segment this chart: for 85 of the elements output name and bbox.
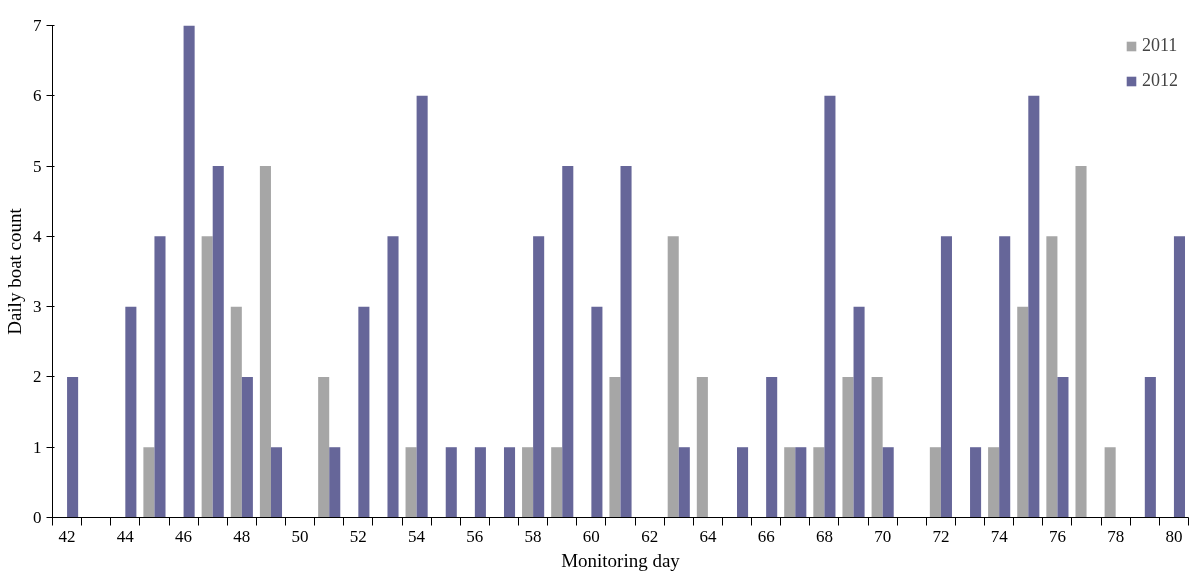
x-tick-label: 54	[408, 526, 426, 546]
bar	[474, 447, 486, 518]
bar	[241, 376, 253, 518]
bar	[318, 376, 330, 518]
bar	[678, 447, 690, 518]
bar	[212, 166, 224, 518]
bar	[154, 236, 166, 518]
bar	[940, 236, 952, 518]
bar	[230, 306, 242, 518]
x-tick-label: 72	[932, 526, 950, 546]
bar	[183, 25, 195, 518]
bar	[795, 447, 807, 518]
x-tick-label: 68	[815, 526, 833, 546]
bar	[259, 166, 271, 518]
bar	[620, 166, 632, 518]
bar	[813, 447, 825, 518]
y-tick-label: 7	[33, 16, 42, 35]
bar	[988, 447, 1000, 518]
bar	[503, 447, 516, 518]
bar	[522, 447, 534, 518]
bar	[970, 447, 982, 518]
bar	[201, 236, 213, 518]
bar	[1144, 376, 1156, 518]
bar	[1075, 166, 1087, 518]
x-tick-label: 64	[699, 526, 717, 546]
bar	[1173, 236, 1185, 518]
x-tick-label: 60	[582, 526, 600, 546]
bar	[551, 447, 563, 518]
bar	[737, 447, 749, 518]
x-tick-label: 66	[757, 526, 775, 546]
legend-label: 2012	[1142, 70, 1178, 91]
x-tick-label: 78	[1107, 526, 1125, 546]
y-tick-label: 1	[33, 437, 42, 457]
bar	[562, 166, 574, 518]
bar	[1046, 236, 1058, 518]
bar	[387, 236, 399, 518]
x-tick-label: 80	[1165, 526, 1183, 546]
x-tick-label: 52	[349, 526, 367, 546]
x-tick-label: 76	[1048, 526, 1066, 546]
y-tick-label: 6	[33, 86, 42, 106]
bar	[999, 236, 1011, 518]
bar	[766, 376, 778, 518]
y-tick-label: 5	[33, 156, 42, 176]
bar	[1028, 95, 1040, 518]
bar	[871, 376, 883, 518]
bar	[842, 376, 854, 518]
y-axis-title: Daily boat count	[4, 207, 25, 335]
bar	[405, 447, 417, 518]
y-tick-label: 0	[33, 508, 42, 527]
bar	[1017, 306, 1029, 518]
x-axis-title: Monitoring day	[561, 549, 681, 571]
x-tick-label: 44	[116, 526, 135, 546]
x-tick-label: 46	[175, 526, 193, 546]
bar	[533, 236, 545, 518]
bar	[1104, 447, 1116, 518]
bar	[416, 95, 428, 518]
bar	[609, 376, 621, 518]
y-tick-label: 4	[33, 226, 42, 246]
x-tick-label: 42	[58, 526, 76, 546]
bar	[853, 306, 865, 518]
bar	[1057, 376, 1069, 518]
bar	[445, 447, 457, 518]
bar	[125, 306, 137, 518]
bar	[591, 306, 603, 518]
y-tick-label: 3	[33, 297, 42, 317]
bar	[143, 447, 155, 518]
bar	[824, 95, 836, 518]
bar	[67, 376, 79, 518]
x-tick-label: 56	[466, 526, 484, 546]
bar	[696, 376, 708, 518]
bar	[358, 306, 370, 518]
x-tick-label: 62	[641, 526, 659, 546]
bar	[270, 447, 283, 518]
legend-label: 2011	[1142, 35, 1178, 56]
bar	[667, 236, 679, 518]
x-tick-label: 74	[990, 526, 1009, 546]
y-tick-label: 2	[33, 367, 42, 387]
bar	[784, 447, 796, 518]
bar	[329, 447, 341, 518]
x-tick-label: 70	[874, 526, 892, 546]
bar	[929, 447, 941, 518]
bar	[882, 447, 894, 518]
x-tick-label: 48	[233, 526, 251, 546]
x-tick-label: 58	[524, 526, 542, 546]
x-tick-label: 50	[291, 526, 309, 546]
